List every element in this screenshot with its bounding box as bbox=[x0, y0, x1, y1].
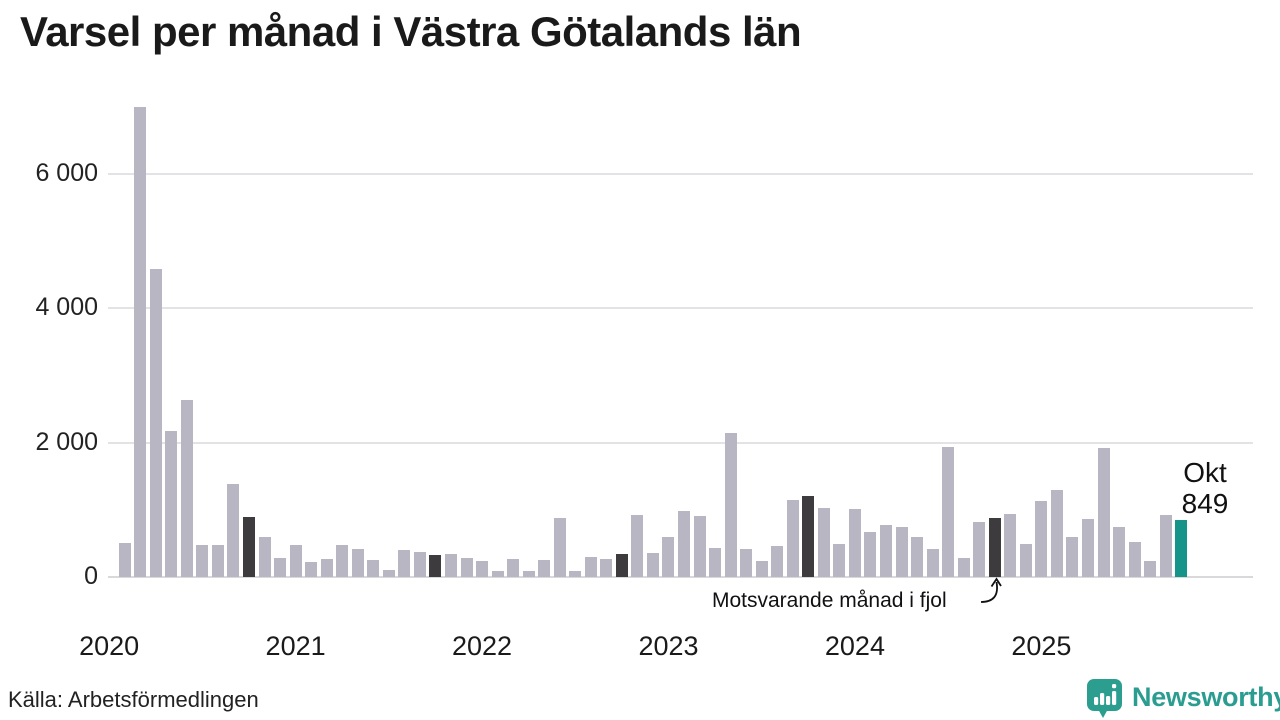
bar bbox=[755, 561, 768, 577]
x-axis-year-label: 2025 bbox=[1011, 631, 1072, 661]
current-month-value: 849 bbox=[1181, 488, 1229, 519]
bar bbox=[165, 431, 178, 577]
bar bbox=[740, 548, 753, 577]
bar bbox=[1035, 501, 1048, 577]
bar bbox=[258, 536, 271, 577]
bar bbox=[351, 548, 364, 577]
bar bbox=[538, 559, 551, 577]
bar bbox=[569, 570, 582, 577]
bar bbox=[118, 543, 131, 577]
y-axis-label: 4 000 bbox=[35, 293, 98, 322]
bar-lastyear-october bbox=[988, 518, 1001, 577]
source-label: Källa: Arbetsförmedlingen bbox=[8, 687, 259, 712]
bar bbox=[1144, 560, 1157, 577]
newsworthy-logo: Newsworthy bbox=[1086, 678, 1280, 718]
bar bbox=[817, 508, 830, 577]
x-axis-year-label: 2021 bbox=[265, 631, 326, 661]
y-axis-label: 6 000 bbox=[35, 159, 98, 187]
bar-current-month bbox=[1175, 519, 1188, 577]
bar bbox=[973, 522, 986, 577]
y-axis-label: 2 000 bbox=[35, 427, 98, 456]
y-axis-label: 0 bbox=[84, 562, 98, 590]
bar-lastyear-october bbox=[429, 554, 442, 577]
bar bbox=[1050, 490, 1063, 577]
gridline bbox=[108, 173, 1253, 175]
bar bbox=[367, 560, 380, 577]
bar bbox=[1113, 526, 1126, 577]
bar bbox=[305, 562, 318, 577]
annotation-label: Motsvarande månad i fjol bbox=[712, 589, 947, 612]
bar bbox=[1066, 537, 1079, 577]
bar bbox=[693, 515, 706, 577]
x-axis-year-label: 2024 bbox=[824, 631, 885, 661]
gridline bbox=[108, 441, 1253, 444]
bar bbox=[382, 569, 395, 577]
bar bbox=[227, 484, 240, 577]
bar bbox=[786, 499, 799, 577]
bar bbox=[320, 558, 333, 577]
bar bbox=[957, 557, 970, 577]
bar bbox=[476, 560, 489, 577]
bar bbox=[631, 514, 644, 577]
bar bbox=[1128, 542, 1141, 577]
bar bbox=[180, 399, 193, 577]
bar bbox=[584, 557, 597, 577]
bar bbox=[491, 571, 504, 577]
bar bbox=[553, 517, 566, 577]
x-axis-year-label: 2023 bbox=[638, 631, 699, 661]
bar bbox=[398, 550, 411, 577]
bar bbox=[724, 433, 737, 577]
bar bbox=[942, 447, 955, 577]
gridline bbox=[108, 576, 1253, 578]
bar bbox=[196, 544, 209, 577]
x-axis-year-label: 2022 bbox=[452, 631, 513, 661]
bar bbox=[646, 553, 659, 577]
bar bbox=[1019, 544, 1032, 577]
newsworthy-wordmark: Newsworthy bbox=[1132, 682, 1280, 712]
bar bbox=[460, 557, 473, 577]
bar bbox=[444, 554, 457, 577]
bar bbox=[864, 531, 877, 577]
bar bbox=[911, 536, 924, 577]
bar bbox=[507, 558, 520, 577]
bar-lastyear-october bbox=[242, 517, 255, 577]
bar bbox=[600, 559, 613, 577]
current-month-label: Okt 849 bbox=[1168, 457, 1242, 519]
newsworthy-icon bbox=[1087, 679, 1122, 718]
bar bbox=[289, 545, 302, 577]
x-axis-year-label: 2020 bbox=[79, 631, 140, 661]
bar bbox=[926, 548, 939, 577]
bar bbox=[678, 510, 691, 577]
bar bbox=[413, 552, 426, 577]
bar bbox=[522, 571, 535, 577]
bar bbox=[771, 546, 784, 577]
bar bbox=[833, 544, 846, 577]
bar bbox=[149, 268, 162, 577]
bar bbox=[1097, 448, 1110, 577]
chart-title: Varsel per månad i Västra Götalands län bbox=[20, 8, 802, 55]
bar bbox=[662, 537, 675, 577]
bar bbox=[134, 106, 147, 577]
bar bbox=[1159, 514, 1172, 577]
bar bbox=[211, 545, 224, 577]
bar bbox=[274, 557, 287, 577]
gridline bbox=[108, 307, 1253, 310]
bar bbox=[336, 545, 349, 577]
bar bbox=[848, 509, 861, 577]
bar bbox=[880, 524, 892, 577]
bar-lastyear-october bbox=[802, 496, 815, 577]
bar bbox=[895, 527, 908, 577]
bar-lastyear-october bbox=[615, 553, 628, 577]
bar bbox=[1004, 513, 1017, 577]
bar bbox=[709, 548, 722, 577]
current-month-name: Okt bbox=[1183, 457, 1227, 488]
bar bbox=[1081, 518, 1094, 577]
